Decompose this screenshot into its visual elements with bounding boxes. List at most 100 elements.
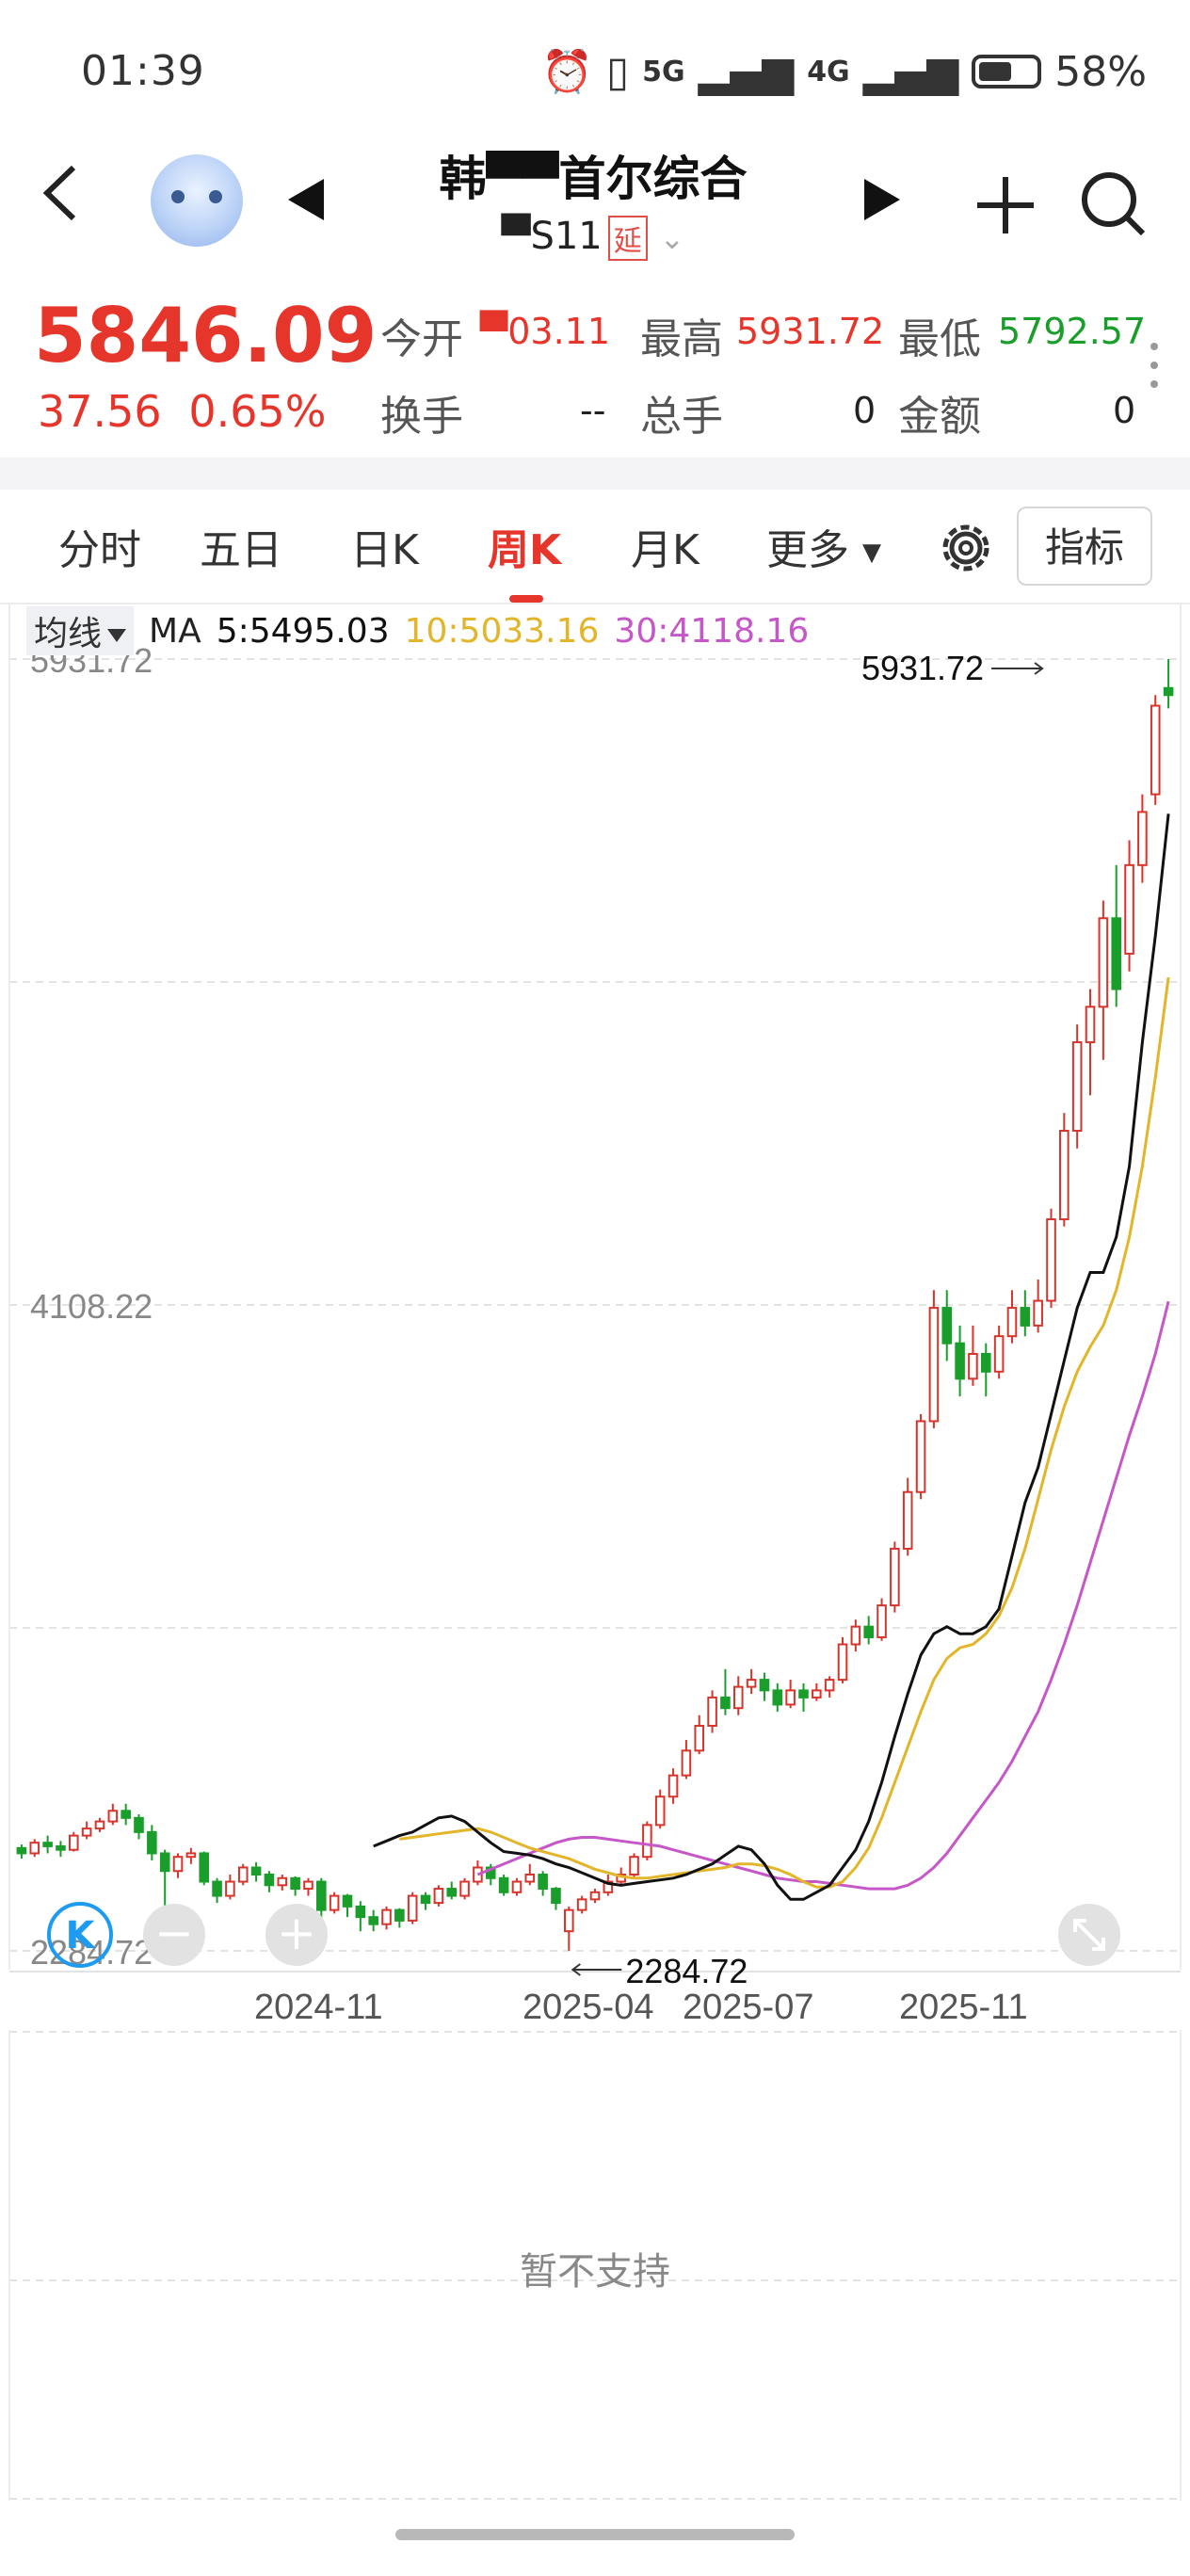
- candle-up: [707, 1696, 717, 1728]
- candle-down: [863, 1625, 874, 1638]
- ma-dropdown[interactable]: 均线: [26, 606, 135, 655]
- candle-down: [538, 1874, 548, 1891]
- candle-up: [303, 1880, 314, 1891]
- candle-down: [368, 1916, 378, 1925]
- next-stock-icon[interactable]: [864, 179, 900, 220]
- candle-up: [642, 1824, 652, 1859]
- ma-dropdown-label: 均线: [34, 615, 103, 653]
- k-button[interactable]: K: [47, 1902, 113, 1968]
- candle-up: [746, 1679, 757, 1688]
- caret-down-icon: ▼: [862, 539, 881, 567]
- candle-up: [785, 1689, 796, 1706]
- candle-down: [1111, 917, 1121, 990]
- tab-day-k[interactable]: 日K: [350, 526, 419, 574]
- tab-more[interactable]: 更多 ▼: [766, 516, 881, 576]
- candle-up: [564, 1908, 574, 1933]
- add-icon[interactable]: [975, 175, 1036, 235]
- candle-up: [459, 1880, 470, 1897]
- candle-up: [629, 1856, 639, 1876]
- zoom-in-button[interactable]: +: [265, 1904, 328, 1966]
- candle-down: [798, 1689, 809, 1699]
- candles-group: [16, 659, 1174, 1951]
- zoom-out-button[interactable]: −: [143, 1904, 205, 1966]
- candle-down: [420, 1894, 431, 1905]
- back-arrow-icon[interactable]: [38, 160, 85, 226]
- candle-up: [1137, 811, 1148, 866]
- signal-icon-2: ▂▄▆: [862, 47, 959, 96]
- candle-down: [342, 1894, 353, 1908]
- candle-up: [732, 1685, 744, 1710]
- vibrate-icon: ▯: [605, 47, 630, 96]
- search-icon[interactable]: [1079, 169, 1147, 237]
- candle-up: [968, 1352, 978, 1380]
- gear-icon[interactable]: [938, 520, 994, 576]
- candle-down: [498, 1876, 509, 1893]
- candle-down: [394, 1908, 405, 1922]
- candle-up: [69, 1834, 79, 1851]
- home-indicator[interactable]: [395, 2529, 795, 2540]
- chevron-down-icon[interactable]: ⌄: [659, 220, 685, 256]
- tab-week-k[interactable]: 周K: [488, 526, 562, 574]
- high-value: 5931.72: [736, 311, 885, 352]
- price-change: 37.56 0.65%: [38, 386, 326, 437]
- high-label: 最高: [640, 315, 723, 363]
- ma5-line: [373, 813, 1170, 1901]
- ma10-value: 10:5033.16: [404, 611, 600, 651]
- candle-down: [147, 1830, 157, 1855]
- candle-up: [433, 1888, 444, 1905]
- candle-up: [654, 1795, 666, 1827]
- tab-five-day[interactable]: 五日: [200, 526, 282, 574]
- candle-down: [16, 1846, 27, 1855]
- candle-up: [993, 1335, 1005, 1373]
- net2-label: 4G: [807, 55, 850, 89]
- candle-down: [1163, 686, 1174, 697]
- indicator-button[interactable]: 指标: [1017, 507, 1152, 586]
- y-tick-label: 4108.22: [30, 1287, 153, 1326]
- candle-up: [1059, 1129, 1069, 1221]
- ma30-value: 30:4118.16: [614, 611, 810, 651]
- tab-intraday[interactable]: 分时: [58, 526, 141, 574]
- current-price: 5846.09: [34, 292, 378, 379]
- tab-bottom-line: [0, 603, 1190, 604]
- candle-down: [121, 1810, 131, 1819]
- section-divider: [0, 458, 1190, 490]
- tab-month-k[interactable]: 月K: [631, 526, 700, 574]
- candle-down: [446, 1888, 458, 1897]
- prev-stock-icon[interactable]: [288, 179, 324, 220]
- kline-chart[interactable]: 5931.72 4108.22 2284.72 2024-11 2025-04 2025-…: [0, 603, 1190, 2034]
- candle-up: [225, 1880, 235, 1897]
- more-dots-icon[interactable]: [1150, 343, 1160, 399]
- change-percent: 0.65%: [188, 386, 327, 437]
- ma-legend: 均线 MA 5:5495.03 10:5033.16 30:4118.16: [26, 606, 809, 655]
- avatar[interactable]: [151, 154, 243, 247]
- x-tick-label: 2025-07: [683, 1988, 813, 2027]
- candle-down: [212, 1880, 222, 1897]
- stock-code-row[interactable]: ▀S11 延 ⌄: [358, 215, 828, 261]
- alarm-icon: ⏰: [541, 48, 593, 96]
- change-value: 37.56: [38, 386, 162, 437]
- axis-labels-group: 5931.72 4108.22 2284.72 2024-11 2025-04 2025-…: [30, 641, 1044, 2027]
- candle-up: [694, 1725, 705, 1752]
- net1-label: 5G: [642, 55, 685, 89]
- fullscreen-icon[interactable]: [1058, 1904, 1120, 1966]
- candle-up: [524, 1874, 536, 1883]
- x-tick-label: 2024-11: [254, 1988, 383, 2027]
- candle-down: [1020, 1307, 1031, 1327]
- candle-up: [812, 1689, 822, 1699]
- chart-grid: [8, 603, 1182, 1972]
- candle-up: [1071, 1040, 1083, 1132]
- candle-down: [159, 1852, 170, 1873]
- ma30-line: [476, 1300, 1170, 1891]
- caret-down-icon: [107, 629, 127, 642]
- candle-up: [902, 1490, 913, 1550]
- candle-down: [250, 1866, 262, 1876]
- candle-up: [185, 1852, 197, 1859]
- ma-label: MA: [149, 611, 201, 651]
- low-value: 5792.57: [998, 311, 1147, 352]
- max-arrow-head: [1034, 662, 1044, 675]
- candle-up: [667, 1774, 679, 1798]
- candle-up: [237, 1866, 249, 1883]
- candle-up: [511, 1880, 523, 1893]
- x-tick-label: 2025-04: [523, 1988, 653, 2027]
- turnover-value: --: [580, 390, 606, 431]
